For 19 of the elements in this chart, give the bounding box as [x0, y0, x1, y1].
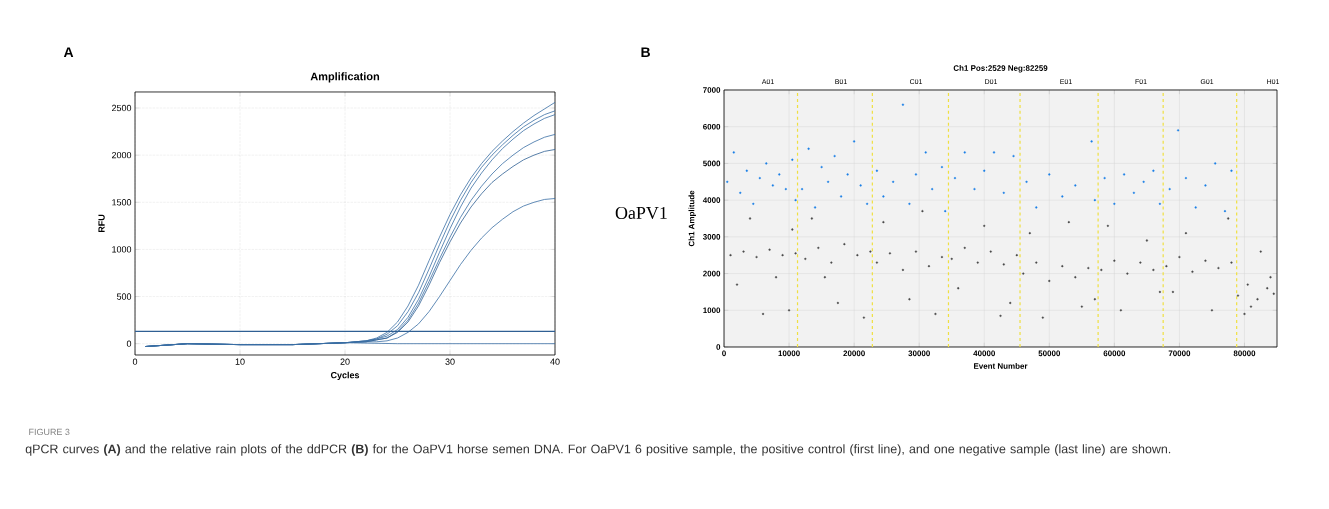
x-tick-label: 10 [235, 358, 245, 365]
y-tick-label: 1000 [112, 246, 132, 253]
x-tick-label: 40 [550, 358, 560, 365]
caption: FIGURE 3 [29, 428, 70, 436]
x-axis-title: Cycles [330, 371, 360, 381]
x-tick-label: 0 [132, 358, 138, 365]
text: qPCR curves (A) and the relative rain plots of the ddPCR (B) for the OaPV1 horse semen DNA. For OaPV1 6 positive sample, the positive control (first line), and one negative sample (last line) are shown. [25, 444, 1171, 456]
y-tick-label: 0 [126, 340, 132, 347]
x-tick-label: 30 [445, 358, 455, 365]
chart-title: Amplification [310, 72, 380, 83]
y-axis-title: RFU [98, 214, 105, 233]
y-tick-label: 2500 [112, 104, 132, 112]
y-tick-label: 2000 [112, 151, 132, 159]
text: A [63, 47, 74, 57]
text: B [641, 47, 650, 57]
text: OaPV1 [615, 206, 667, 220]
x-tick-label: 20 [340, 358, 350, 365]
y-tick-label: 500 [116, 293, 132, 300]
y-tick-label: 1500 [112, 199, 132, 206]
